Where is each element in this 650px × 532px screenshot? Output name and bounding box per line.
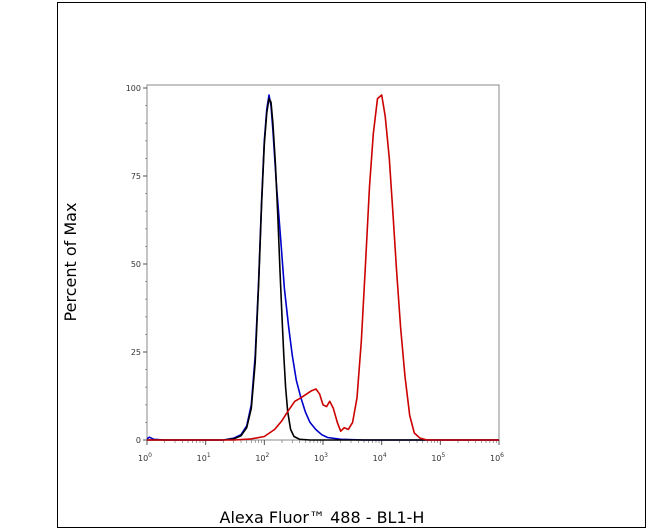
- y-axis-label: Percent of Max: [61, 203, 80, 322]
- x-tick-label: 104: [373, 452, 387, 463]
- ticks: 0 25 50 75 100 100 101 102 103 104 105 106: [126, 84, 504, 463]
- x-tick-label: 105: [431, 452, 445, 463]
- series-line-3: [147, 94, 499, 441]
- x-tick-label: 102: [255, 452, 269, 463]
- series-line-1: [146, 94, 499, 441]
- x-tick-label: 100: [138, 452, 152, 463]
- plot-area: [146, 84, 500, 441]
- y-tick-label: 50: [131, 260, 141, 269]
- x-axis-label: Alexa Fluor™ 488 - BL1-H: [220, 508, 425, 527]
- series-line-2: [147, 97, 499, 441]
- y-tick-label: 0: [136, 436, 141, 445]
- axes: [146, 84, 500, 441]
- y-tick-label: 75: [131, 172, 141, 181]
- y-tick-label: 100: [126, 84, 141, 93]
- x-tick-label: 101: [197, 452, 211, 463]
- series-lines: [146, 94, 499, 441]
- y-tick-label: 25: [131, 348, 141, 357]
- x-tick-label: 103: [314, 452, 328, 463]
- x-tick-label: 106: [490, 452, 504, 463]
